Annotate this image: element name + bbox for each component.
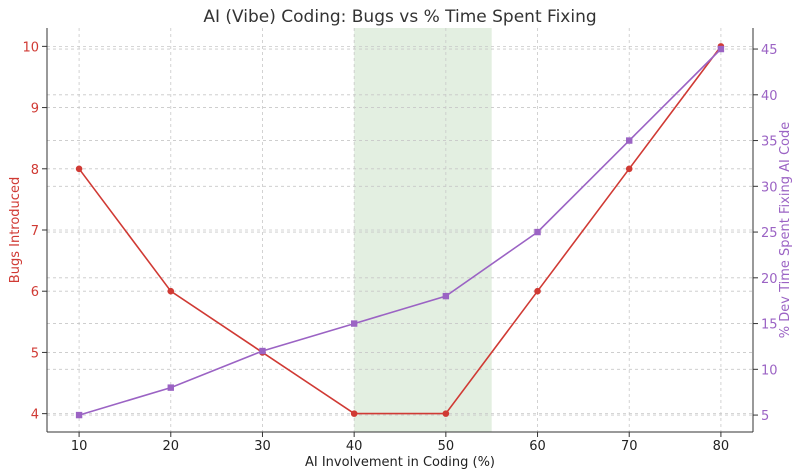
data-point-bugs [625, 165, 633, 173]
y-tick-label: 4 [31, 408, 39, 423]
y-tick-label: 7 [31, 224, 39, 239]
y-tick-label: 6 [31, 285, 39, 300]
data-point-time-fixing [626, 137, 633, 144]
x-tick-label: 30 [254, 439, 271, 454]
x-tick-label: 20 [163, 439, 180, 454]
highlight-span [354, 28, 492, 432]
y2-tick-label: 20 [761, 272, 778, 287]
data-point-time-fixing [534, 228, 541, 236]
data-point-bugs [75, 165, 83, 173]
x-tick-label: 60 [529, 439, 546, 454]
y-tick-label: 5 [31, 346, 39, 361]
y2-tick-label: 30 [761, 180, 778, 195]
data-point-time-fixing [442, 292, 450, 300]
y-axis-label: Bugs Introduced [8, 177, 23, 283]
data-point-time-fixing [75, 411, 83, 419]
x-tick-label: 80 [713, 439, 730, 454]
data-point-time-fixing [259, 347, 266, 355]
data-point-bugs [534, 287, 541, 295]
x-axis-label: AI Involvement in Coding (%) [305, 455, 495, 470]
data-point-bugs [442, 410, 450, 417]
y-tick-label: 8 [31, 163, 39, 178]
y-tick-label: 9 [31, 102, 39, 117]
series-line-time-fixing [78, 48, 722, 416]
y2-tick-label: 45 [761, 43, 778, 58]
series-line-bugs [78, 45, 722, 415]
x-tick-label: 40 [346, 439, 363, 454]
data-point-time-fixing [350, 320, 358, 327]
x-tick-label: 10 [71, 439, 88, 454]
chart-title: AI (Vibe) Coding: Bugs vs % Time Spent F… [203, 7, 596, 27]
data-point-bugs [350, 410, 358, 417]
data-point-time-fixing [167, 384, 174, 391]
y2-tick-label: 40 [761, 89, 778, 104]
y2-axis-label: % Dev Time Spent Fixing AI Code [778, 122, 793, 338]
y2-tick-label: 10 [761, 363, 778, 378]
y2-tick-label: 25 [761, 226, 778, 241]
x-tick-label: 50 [438, 439, 455, 454]
x-tick-label: 70 [621, 439, 638, 454]
y-tick-label: 10 [22, 40, 39, 55]
data-point-bugs [167, 287, 175, 295]
y2-tick-label: 15 [761, 318, 778, 333]
y2-tick-label: 5 [761, 409, 769, 424]
y2-tick-label: 35 [761, 135, 778, 150]
data-point-time-fixing [717, 45, 725, 53]
